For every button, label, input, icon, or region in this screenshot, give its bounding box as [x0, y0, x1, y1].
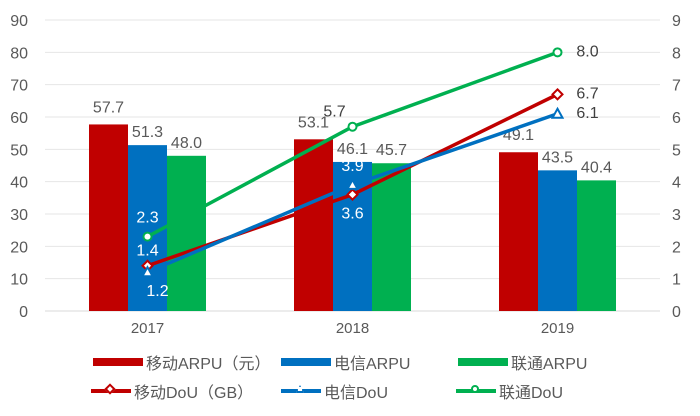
right-tick-label: 7 [672, 78, 681, 95]
left-tick-label: 20 [10, 239, 28, 256]
line-value-label: 3.9 [341, 158, 363, 175]
left-tick-label: 90 [10, 13, 28, 30]
right-tick-label: 4 [672, 175, 681, 192]
legend-item-telecom-arpu: 电信ARPU [281, 350, 410, 374]
diamond-marker [551, 87, 564, 101]
line-value-label: 5.7 [323, 104, 345, 121]
left-tick-label: 80 [10, 45, 28, 62]
circle-marker [347, 121, 358, 132]
line-value-label: 8.0 [576, 43, 598, 60]
bar [167, 155, 206, 311]
bar-value-label: 51.3 [132, 124, 163, 141]
bar [372, 163, 411, 311]
bar-value-label: 43.5 [542, 149, 573, 166]
line-value-label: 6.7 [576, 85, 598, 102]
right-tick-label: 3 [672, 207, 681, 224]
legend-swatch [93, 358, 143, 366]
right-tick-label: 9 [672, 13, 681, 30]
line-value-label: 6.1 [576, 105, 598, 122]
bar [577, 180, 616, 311]
legend-label: 移动DoU（GB） [134, 385, 254, 402]
right-tick-label: 2 [672, 239, 681, 256]
left-tick-label: 50 [10, 142, 28, 159]
bar-value-label: 40.4 [581, 159, 612, 176]
triangle-marker [550, 106, 565, 119]
bar-value-label: 46.1 [337, 141, 368, 158]
legend-item-unicom-arpu: 联通ARPU [458, 350, 587, 374]
left-tick-label: 10 [10, 272, 28, 289]
circle-marker [552, 47, 563, 58]
bar [294, 139, 333, 311]
line-value-label: 1.2 [146, 283, 168, 300]
line-value-label: 2.3 [136, 210, 158, 227]
legend-label: 电信ARPU [334, 356, 411, 373]
legend-line [91, 383, 131, 395]
bar [499, 152, 538, 311]
legend-swatch [458, 358, 508, 366]
bar [538, 170, 577, 311]
triangle-marker [140, 265, 155, 278]
legend-line [456, 385, 496, 393]
right-tick-label: 5 [672, 142, 681, 159]
category-label: 2019 [541, 320, 574, 337]
legend-line [281, 385, 321, 393]
category-label: 2018 [336, 320, 369, 337]
legend-item-unicom-dou: 联通DoU [456, 379, 563, 403]
left-tick-label: 30 [10, 207, 28, 224]
left-tick-label: 60 [10, 110, 28, 127]
legend-label: 移动ARPU（元） [146, 356, 271, 373]
legend-label: 联通DoU [499, 385, 564, 402]
diamond-marker [346, 188, 359, 202]
bar [89, 124, 128, 311]
right-tick-label: 8 [672, 45, 681, 62]
right-tick-label: 1 [672, 272, 681, 289]
legend-label: 电信DoU [324, 385, 389, 402]
right-tick-label: 6 [672, 110, 681, 127]
legend-label: 联通ARPU [511, 356, 588, 373]
line-value-label: 1.4 [136, 243, 158, 260]
triangle-marker [345, 177, 360, 190]
right-tick-label: 0 [672, 304, 681, 321]
triangle-marker-icon [296, 385, 304, 393]
bar-value-label: 57.7 [93, 99, 124, 116]
bar-value-label: 45.7 [376, 142, 407, 159]
left-tick-label: 0 [19, 304, 28, 321]
legend-swatch [281, 358, 331, 366]
legend-item-telecom-dou: 电信DoU [281, 379, 388, 403]
category-label: 2017 [131, 320, 164, 337]
diamond-marker-icon [104, 383, 116, 395]
circle-marker [142, 231, 153, 242]
bar-value-label: 48.0 [171, 135, 202, 152]
legend-item-mobile-arpu: 移动ARPU（元） [93, 350, 270, 374]
bar-value-label: 53.1 [298, 114, 329, 131]
left-tick-label: 70 [10, 78, 28, 95]
legend-item-mobile-dou: 移动DoU（GB） [91, 379, 253, 403]
circle-marker-icon [471, 385, 479, 393]
left-tick-label: 40 [10, 175, 28, 192]
line-value-label: 3.6 [341, 206, 363, 223]
chart: 0 10 20 30 40 50 60 70 80 90 0 1 2 3 4 5 6 7 8 9 2017 2018 201… [10, 13, 681, 337]
